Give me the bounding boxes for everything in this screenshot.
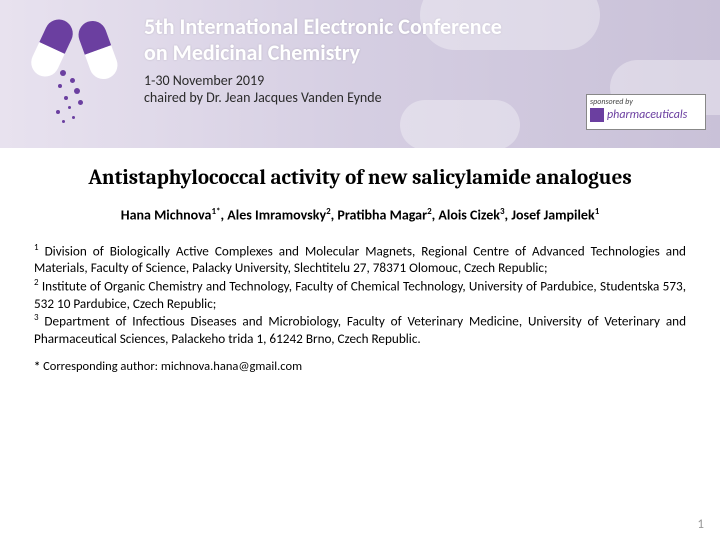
capsule-logo [0, 0, 140, 148]
sponsor-box: sponsored by pharmaceuticals [586, 94, 706, 130]
conference-banner: 5th International Electronic Conference … [0, 0, 720, 148]
corresponding-text: Corresponding author: michnova.hana@gmai… [43, 359, 302, 374]
slide-title: Antistaphylococcal activity of new salic… [34, 166, 686, 190]
slide-content: Antistaphylococcal activity of new salic… [0, 148, 720, 374]
authors-line: Hana Michnova1*, Ales Imramovsky2, Prati… [34, 206, 686, 224]
sponsor-label: sponsored by [590, 97, 702, 107]
corresponding-marker: * [34, 359, 40, 374]
affiliations-block: 1 Division of Biologically Active Comple… [34, 242, 686, 348]
sponsor-name: pharmaceuticals [607, 108, 687, 122]
page-number: 1 [697, 517, 704, 532]
sponsor-logo-icon [590, 108, 604, 122]
corresponding-author: * Corresponding author: michnova.hana@gm… [34, 359, 686, 374]
